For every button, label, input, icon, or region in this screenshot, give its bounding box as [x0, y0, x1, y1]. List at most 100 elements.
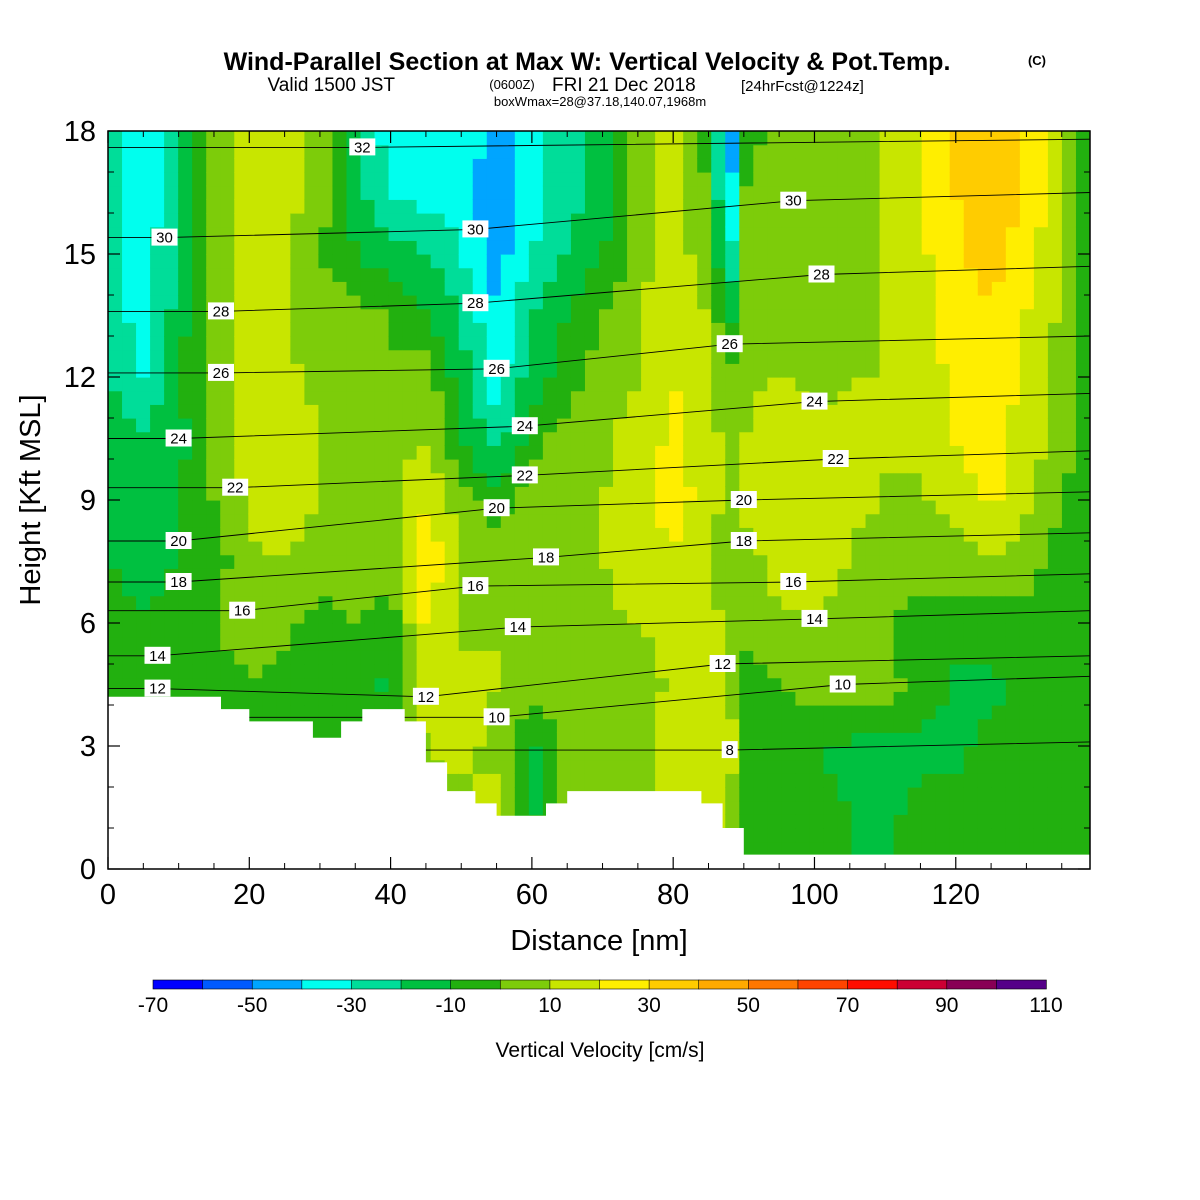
velocity-cell — [1061, 677, 1077, 692]
velocity-cell — [753, 582, 768, 597]
velocity-cell — [851, 609, 867, 624]
contour-label-box — [165, 532, 192, 549]
velocity-cell — [458, 158, 474, 173]
velocity-cell — [627, 541, 642, 556]
velocity-cell — [963, 308, 979, 323]
velocity-cell — [921, 636, 937, 651]
velocity-cell — [192, 254, 207, 269]
velocity-cell — [837, 390, 853, 405]
x-tick-label: 20 — [233, 879, 265, 911]
velocity-cell — [795, 513, 811, 528]
velocity-cell — [178, 226, 193, 241]
velocity-cell — [641, 144, 656, 159]
velocity-cell — [458, 554, 474, 569]
contour-label-box — [801, 392, 828, 410]
velocity-cell — [725, 773, 740, 788]
velocity-cell — [150, 445, 165, 460]
velocity-cell — [542, 636, 558, 651]
velocity-cell — [1047, 636, 1063, 651]
velocity-cell — [963, 582, 979, 597]
velocity-cell — [893, 486, 909, 501]
velocity-cell — [851, 705, 867, 720]
velocity-cell — [472, 787, 488, 802]
velocity-cell — [1005, 295, 1021, 310]
velocity-cell — [879, 568, 895, 583]
velocity-cell — [641, 486, 656, 501]
velocity-cell — [570, 732, 586, 747]
velocity-cell — [514, 281, 530, 296]
velocity-cell — [711, 705, 726, 720]
velocity-cell — [725, 459, 740, 474]
velocity-cell — [402, 705, 418, 720]
velocity-cell — [655, 718, 670, 733]
velocity-cell — [416, 295, 432, 310]
velocity-cell — [613, 705, 628, 720]
velocity-cell — [122, 390, 137, 405]
velocity-cell — [430, 431, 446, 446]
velocity-cell — [879, 472, 895, 487]
velocity-cell — [1005, 800, 1021, 815]
velocity-cell — [963, 800, 979, 815]
velocity-cell — [991, 418, 1007, 433]
velocity-cell — [907, 158, 923, 173]
velocity-cell — [907, 759, 923, 774]
velocity-cell — [542, 418, 558, 433]
velocity-cell — [360, 677, 376, 692]
colorbar-swatch — [351, 979, 402, 990]
velocity-cell — [318, 267, 334, 282]
velocity-cell — [837, 185, 853, 200]
velocity-cell — [753, 486, 768, 501]
velocity-cell — [500, 418, 516, 433]
velocity-cell — [136, 568, 151, 583]
velocity-cell — [248, 308, 263, 323]
velocity-cell — [276, 418, 291, 433]
velocity-cell — [374, 650, 390, 665]
velocity-cell — [655, 691, 670, 706]
velocity-cell — [458, 185, 474, 200]
velocity-cell — [444, 705, 460, 720]
velocity-cell — [935, 732, 951, 747]
velocity-cell — [837, 691, 853, 706]
velocity-cell — [963, 377, 979, 392]
velocity-cell — [893, 295, 909, 310]
velocity-cell — [613, 472, 628, 487]
velocity-cell — [374, 582, 390, 597]
velocity-cell — [949, 254, 965, 269]
velocity-cell — [949, 172, 965, 187]
velocity-cell — [823, 705, 839, 720]
velocity-cell — [528, 582, 544, 597]
velocity-cell — [921, 691, 937, 706]
contour-label-box — [716, 335, 743, 353]
velocity-cell — [276, 636, 291, 651]
velocity-cell — [262, 213, 277, 228]
velocity-cell — [935, 226, 951, 241]
velocity-cell — [977, 486, 993, 501]
velocity-cell — [1047, 759, 1063, 774]
velocity-cell — [739, 390, 754, 405]
velocity-cell — [500, 459, 516, 474]
velocity-cell — [627, 144, 642, 159]
velocity-cell — [935, 623, 951, 638]
velocity-cell — [627, 226, 642, 241]
velocity-cell — [136, 609, 151, 624]
velocity-cell — [570, 746, 586, 761]
velocity-cell — [865, 609, 881, 624]
velocity-cell — [893, 308, 909, 323]
velocity-cell — [374, 431, 390, 446]
velocity-cell — [655, 677, 670, 692]
velocity-cell — [879, 623, 895, 638]
velocity-cell — [991, 295, 1007, 310]
velocity-cell — [1019, 554, 1035, 569]
velocity-cell — [837, 431, 853, 446]
velocity-cell — [458, 322, 474, 337]
velocity-cell — [921, 240, 937, 255]
velocity-cell — [304, 486, 320, 501]
velocity-cell — [290, 664, 305, 679]
velocity-cell — [991, 841, 1007, 856]
velocity-cell — [655, 636, 670, 651]
velocity-cell — [528, 636, 544, 651]
velocity-cell — [514, 349, 530, 364]
velocity-cell — [234, 349, 249, 364]
velocity-cell — [318, 349, 334, 364]
velocity-cell — [570, 322, 586, 337]
